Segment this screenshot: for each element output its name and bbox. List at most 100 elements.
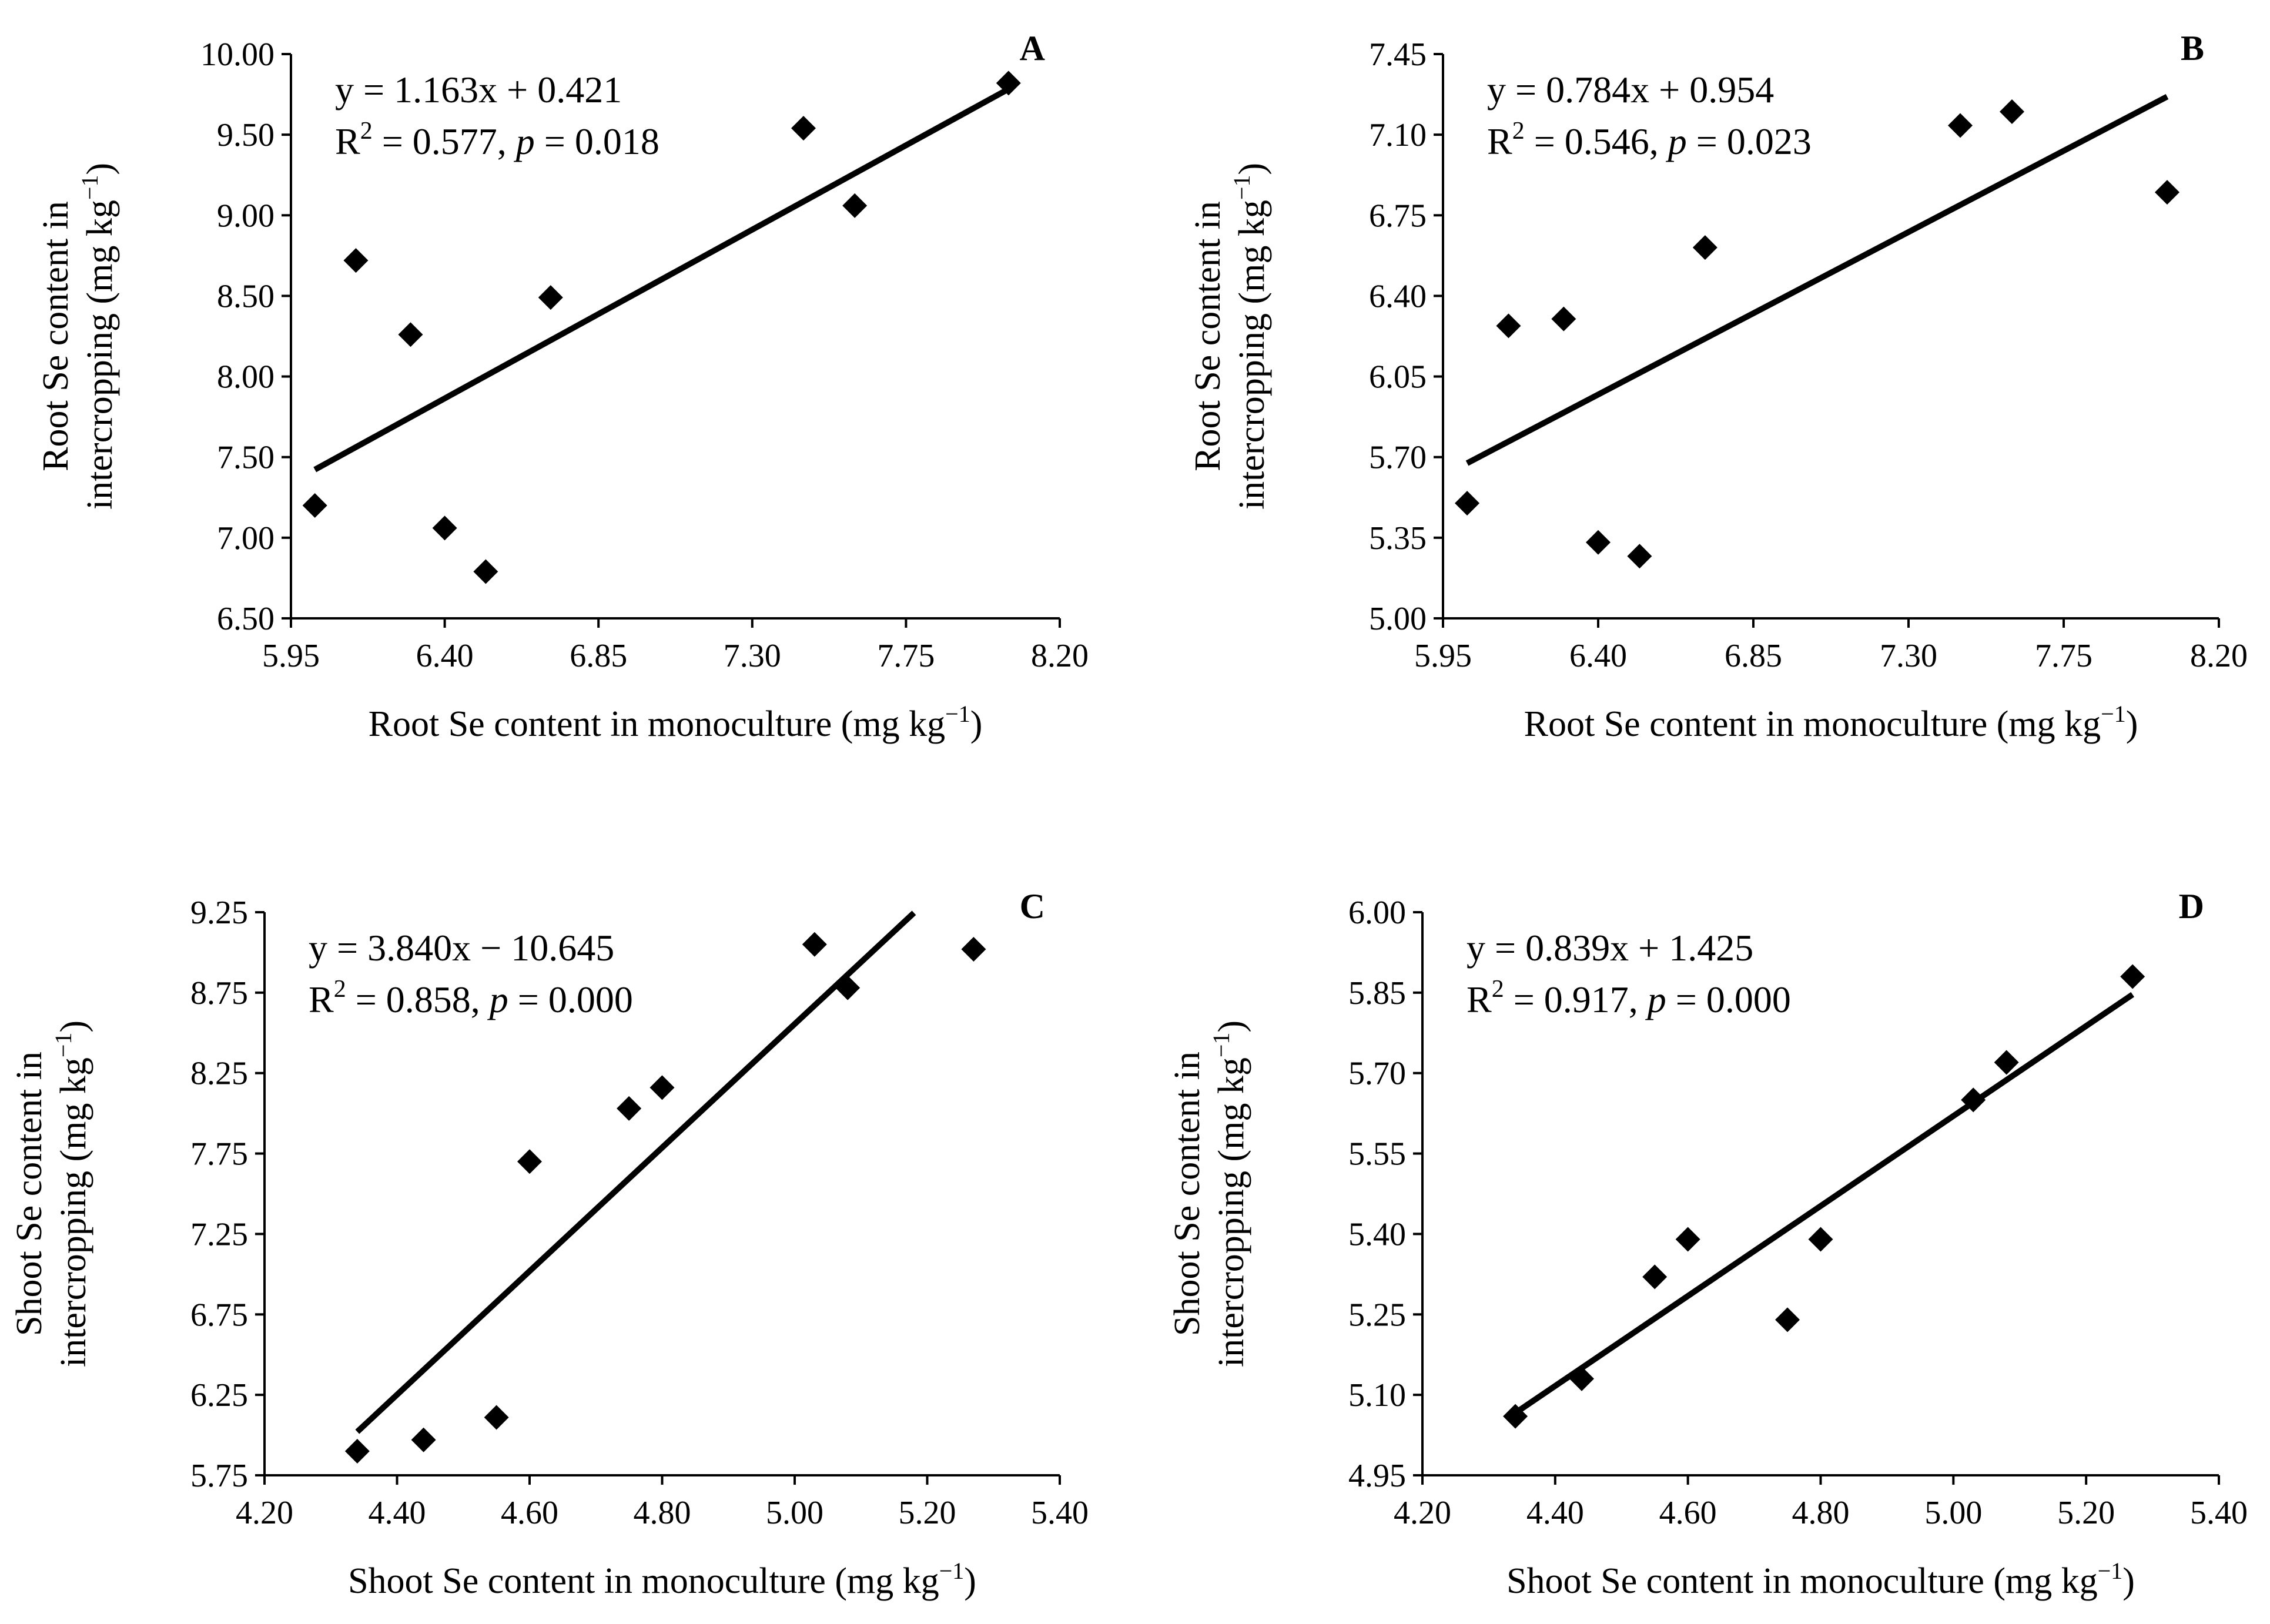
panel-letter: C xyxy=(1020,887,1045,926)
x-tick-label: 4.80 xyxy=(634,1495,691,1531)
regression-equation: y = 1.163x + 0.421 xyxy=(335,69,622,111)
y-tick-label: 6.00 xyxy=(1348,895,1406,931)
x-tick-label: 5.40 xyxy=(2190,1495,2248,1531)
x-tick-label: 4.20 xyxy=(236,1495,293,1531)
r-squared-and-p-value: R2 = 0.917, p = 0.000 xyxy=(1467,976,1791,1020)
y-tick-label: 5.70 xyxy=(1348,1056,1406,1092)
y-tick-label: 6.40 xyxy=(1369,278,1427,314)
y-axis-label-line1: Shoot Se content in xyxy=(1167,1052,1207,1336)
regression-equation: y = 3.840x − 10.645 xyxy=(309,927,614,969)
y-tick-label: 7.50 xyxy=(217,440,274,476)
x-tick-label: 6.40 xyxy=(1569,638,1627,674)
data-point xyxy=(842,193,868,218)
data-point xyxy=(473,559,498,584)
x-tick-label: 5.40 xyxy=(1031,1495,1089,1531)
x-tick-label: 7.75 xyxy=(2035,638,2092,674)
y-tick-label: 5.35 xyxy=(1369,520,1427,557)
panel-letter: B xyxy=(2181,29,2204,68)
regression-equation: y = 0.784x + 0.954 xyxy=(1487,69,1774,111)
regression-line xyxy=(355,910,916,1434)
x-tick-label: 8.20 xyxy=(2190,638,2248,674)
data-point xyxy=(411,1427,436,1452)
data-point xyxy=(1808,1227,1833,1252)
y-tick-label: 10.00 xyxy=(200,36,274,73)
y-tick-label: 5.40 xyxy=(1348,1216,1406,1253)
data-point xyxy=(538,285,563,310)
data-point xyxy=(1692,235,1717,260)
x-tick-label: 7.30 xyxy=(1880,638,1937,674)
y-tick-label: 4.95 xyxy=(1348,1458,1406,1494)
y-tick-label: 7.75 xyxy=(190,1136,248,1173)
y-tick-label: 5.75 xyxy=(190,1458,248,1494)
x-tick-label: 6.85 xyxy=(570,638,627,674)
data-point xyxy=(2120,964,2145,989)
y-tick-label: 7.45 xyxy=(1369,36,1427,73)
data-point xyxy=(2155,180,2179,205)
data-point xyxy=(1961,1087,1986,1113)
data-point xyxy=(1675,1227,1700,1252)
data-point xyxy=(835,975,861,1000)
x-axis-label: Shoot Se content in monoculture (mg kg−1… xyxy=(348,1558,976,1601)
y-axis-label-line2: intercropping (mg kg−1) xyxy=(76,163,120,510)
y-axis-label: Shoot Se content in intercropping (mg kg−… xyxy=(9,1020,93,1367)
data-point xyxy=(302,493,327,518)
y-axis-label-line2: intercropping (mg kg−1) xyxy=(1208,1020,1251,1367)
r-squared-and-p-value: R2 = 0.546, p = 0.023 xyxy=(1487,118,1812,162)
data-point xyxy=(344,1438,370,1464)
x-tick-label: 6.40 xyxy=(416,638,474,674)
regression-equation: y = 0.839x + 1.425 xyxy=(1467,927,1753,969)
y-tick-label: 6.05 xyxy=(1369,359,1427,396)
y-tick-label: 6.75 xyxy=(1369,197,1427,234)
x-tick-label: 5.00 xyxy=(1924,1495,1982,1531)
data-point xyxy=(398,322,423,347)
panel-d: 4.95 5.10 5.25 5.40 5.55 5.70 5.85 6.00 4.20 4.40… xyxy=(1167,887,2248,1601)
x-tick-label: 7.75 xyxy=(877,638,935,674)
y-axis-label-line2: intercropping (mg kg−1) xyxy=(50,1020,93,1367)
y-tick-label: 6.25 xyxy=(190,1377,248,1414)
x-tick-label: 5.95 xyxy=(1414,638,1472,674)
data-point xyxy=(1496,313,1521,339)
data-point xyxy=(2000,99,2024,124)
y-tick-label: 8.00 xyxy=(217,359,274,396)
y-tick-label: 9.00 xyxy=(217,197,274,234)
x-axis-label: Root Se content in monoculture (mg kg−1) xyxy=(1524,701,2138,744)
x-tick-label: 4.60 xyxy=(501,1495,558,1531)
data-point xyxy=(432,515,457,541)
data-point xyxy=(802,932,827,957)
x-axis-label: Root Se content in monoculture (mg kg−1) xyxy=(369,701,983,744)
data-point xyxy=(1569,1366,1594,1391)
x-tick-label: 5.20 xyxy=(899,1495,956,1531)
y-tick-label: 7.00 xyxy=(217,520,274,557)
y-axis-label: Root Se content in intercropping (mg kg−1… xyxy=(36,163,120,510)
y-tick-label: 8.75 xyxy=(190,975,248,1012)
y-tick-label: 7.25 xyxy=(190,1216,248,1253)
panel-c: 5.75 6.25 6.75 7.25 7.75 8.25 8.75 9.25 4.20 4.40… xyxy=(9,887,1089,1601)
data-point xyxy=(1503,1404,1528,1429)
data-point xyxy=(961,936,986,962)
data-point xyxy=(1642,1264,1668,1290)
regression-line xyxy=(1514,992,2135,1416)
data-point xyxy=(996,71,1021,96)
x-tick-label: 4.60 xyxy=(1659,1495,1717,1531)
y-axis-label-line1: Shoot Se content in xyxy=(9,1052,49,1336)
r-squared-and-p-value: R2 = 0.858, p = 0.000 xyxy=(309,976,633,1020)
data-point xyxy=(1455,491,1480,516)
y-tick-label: 6.75 xyxy=(190,1297,248,1333)
y-tick-label: 8.50 xyxy=(217,278,274,314)
data-point xyxy=(617,1096,642,1121)
y-tick-label: 9.50 xyxy=(217,117,274,153)
x-tick-label: 4.80 xyxy=(1792,1495,1850,1531)
y-axis-label-line1: Root Se content in xyxy=(36,201,76,471)
x-tick-label: 6.85 xyxy=(1725,638,1782,674)
x-tick-label: 7.30 xyxy=(724,638,781,674)
x-tick-label: 5.20 xyxy=(2057,1495,2115,1531)
data-point xyxy=(1994,1050,2019,1075)
data-point xyxy=(1627,544,1652,569)
panel-b: 5.00 5.35 5.70 6.05 6.40 6.75 7.10 7.45 5.95 6.40… xyxy=(1188,29,2248,744)
regression-line xyxy=(1465,93,2169,466)
y-tick-label: 8.25 xyxy=(190,1056,248,1092)
y-axis-label-line1: Root Se content in xyxy=(1188,201,1228,471)
y-axis-label: Root Se content in intercropping (mg kg−1… xyxy=(1188,163,1272,510)
y-tick-label: 5.70 xyxy=(1369,440,1427,476)
